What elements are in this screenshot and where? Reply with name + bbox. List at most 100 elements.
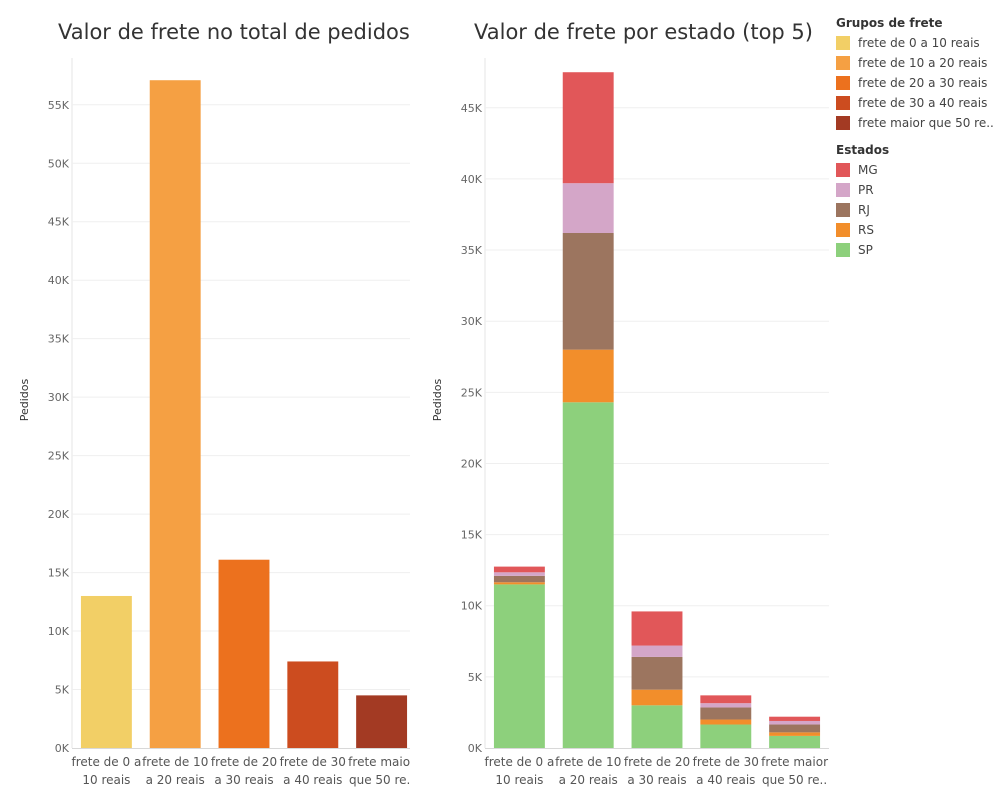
- legend-item-label: SP: [858, 243, 873, 257]
- legend-item[interactable]: MG: [836, 160, 889, 180]
- bar-segment-rj: [493, 575, 545, 583]
- legend-item[interactable]: PR: [836, 180, 889, 200]
- bar-segment-rs: [769, 732, 821, 736]
- y-tick-label: 50K: [48, 157, 70, 170]
- bar: [287, 661, 339, 748]
- x-tick-label: frete de 10: [555, 755, 621, 769]
- legend-states: Estados MG PR RJ RS SP: [836, 143, 889, 260]
- bar-segment-rs: [562, 349, 614, 403]
- legend-item-label: RS: [858, 223, 874, 237]
- bar-segment-sp: [700, 724, 752, 748]
- y-tick-label: 45K: [461, 102, 483, 115]
- y-tick-label: 55K: [48, 99, 70, 112]
- x-tick-label: frete de 0 a: [72, 755, 142, 769]
- x-tick-label: frete de 20: [211, 755, 277, 769]
- y-tick-label: 45K: [48, 216, 70, 229]
- chart1-plot: 0K 5K 10K 15K 20K 25K 30K 35K 40K 45K 50K 55K Pedido…: [18, 58, 410, 787]
- bar-segment-rs: [493, 582, 545, 585]
- y-tick-label: 40K: [48, 274, 70, 287]
- legend-swatch: [836, 223, 850, 237]
- y-tick-label: 30K: [461, 315, 483, 328]
- x-tick-label: a 40 reais: [696, 773, 755, 787]
- x-tick-label: frete de 30: [280, 755, 346, 769]
- y-tick-label: 40K: [461, 173, 483, 186]
- y-tick-label: 20K: [461, 457, 483, 470]
- x-tick-label: a 30 reais: [627, 773, 686, 787]
- legend-swatch: [836, 163, 850, 177]
- y-tick-label: 20K: [48, 508, 70, 521]
- legend-swatch: [836, 56, 850, 70]
- legend-swatch: [836, 203, 850, 217]
- y-tick-label: 30K: [48, 391, 70, 404]
- bar-segment-sp: [631, 705, 683, 748]
- bar: [80, 595, 132, 748]
- y-tick-label: 5K: [468, 671, 483, 684]
- y-tick-label: 10K: [48, 625, 70, 638]
- legend-item[interactable]: frete de 30 a 40 reais: [836, 93, 994, 113]
- y-axis-label: Pedidos: [18, 378, 31, 421]
- legend-item[interactable]: RS: [836, 220, 889, 240]
- bar-segment-pr: [562, 183, 614, 233]
- bar-segment-pr: [631, 645, 683, 657]
- bar-segment-sp: [769, 735, 821, 748]
- x-tick-label: frete de 10: [142, 755, 208, 769]
- x-tick-label: a 40 reais: [283, 773, 342, 787]
- y-tick-label: 25K: [461, 386, 483, 399]
- legend-item[interactable]: SP: [836, 240, 889, 260]
- legend-swatch: [836, 36, 850, 50]
- legend-item-label: frete de 0 a 10 reais: [858, 36, 980, 50]
- legend-item-label: PR: [858, 183, 874, 197]
- y-tick-label: 15K: [461, 529, 483, 542]
- legend-item[interactable]: RJ: [836, 200, 889, 220]
- bar-segment-sp: [493, 584, 545, 748]
- x-tick-label: a 30 reais: [214, 773, 273, 787]
- legend-item[interactable]: frete de 0 a 10 reais: [836, 33, 994, 53]
- bar-segment-rj: [631, 656, 683, 690]
- bar-segment-pr: [493, 572, 545, 576]
- bar-segment-mg: [769, 716, 821, 721]
- bar-segment-pr: [769, 720, 821, 725]
- y-axis-label: Pedidos: [431, 378, 444, 421]
- legend-item-label: MG: [858, 163, 878, 177]
- legend-item-label: frete de 30 a 40 reais: [858, 96, 988, 110]
- chart1-title: Valor de frete no total de pedidos: [58, 20, 410, 44]
- legend-item-label: frete maior que 50 re..: [858, 116, 994, 130]
- bar-segment-mg: [562, 72, 614, 184]
- y-tick-label: 10K: [461, 600, 483, 613]
- bar-segment-mg: [631, 611, 683, 646]
- bar-segment-rs: [700, 719, 752, 725]
- legend-swatch: [836, 243, 850, 257]
- y-tick-label: 25K: [48, 450, 70, 463]
- legend-item[interactable]: frete de 20 a 30 reais: [836, 73, 994, 93]
- legend-states-title: Estados: [836, 143, 890, 157]
- bar-segment-rj: [769, 724, 821, 733]
- bar-segment-mg: [493, 566, 545, 573]
- x-tick-label: que 50 re..: [349, 773, 410, 787]
- bar-segment-rj: [700, 707, 752, 720]
- bar-segment-mg: [700, 695, 752, 704]
- x-tick-label: frete maior: [761, 755, 828, 769]
- legend-item[interactable]: frete maior que 50 re..: [836, 113, 994, 133]
- bar-segment-rj: [562, 232, 614, 350]
- legend-swatch: [836, 96, 850, 110]
- bar-segment-pr: [700, 703, 752, 708]
- x-tick-label: a 20 reais: [559, 773, 618, 787]
- y-tick-label: 5K: [55, 684, 70, 697]
- chart2-title: Valor de frete por estado (top 5): [474, 20, 813, 44]
- x-tick-label: frete maior: [348, 755, 410, 769]
- x-tick-label: 10 reais: [82, 773, 130, 787]
- bar: [149, 80, 201, 748]
- y-tick-label: 15K: [48, 567, 70, 580]
- y-tick-label: 0K: [468, 742, 483, 755]
- legend-swatch: [836, 76, 850, 90]
- bar-segment-sp: [562, 402, 614, 748]
- x-tick-label: frete de 20: [624, 755, 690, 769]
- x-tick-label: frete de 30: [693, 755, 759, 769]
- chart2-plot: 0K 5K 10K 15K 20K 25K 30K 35K 40K 45K Pedidos frete…: [431, 58, 829, 787]
- legend-item-label: frete de 10 a 20 reais: [858, 56, 988, 70]
- x-tick-label: frete de 0 a: [485, 755, 555, 769]
- legend-item[interactable]: frete de 10 a 20 reais: [836, 53, 994, 73]
- legend-swatch: [836, 183, 850, 197]
- x-tick-label: a 20 reais: [146, 773, 205, 787]
- bar-segment-rs: [631, 689, 683, 706]
